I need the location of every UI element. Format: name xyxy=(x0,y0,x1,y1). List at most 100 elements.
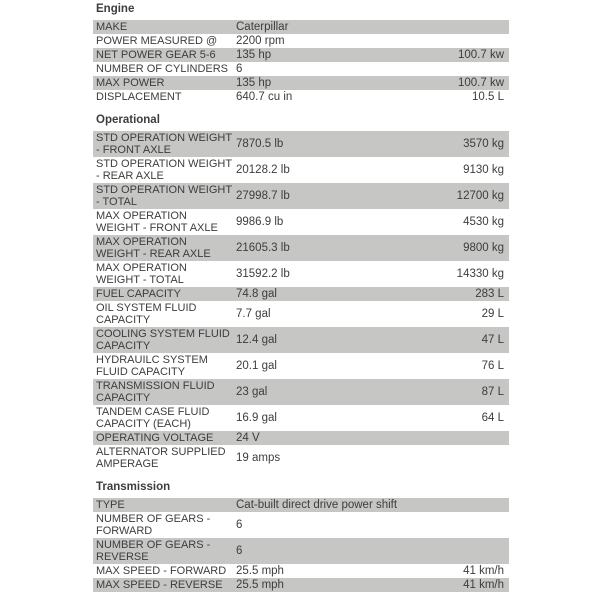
spec-row: NUMBER OF GEARS - FORWARD 6 xyxy=(93,512,509,538)
row-metric: 87 L xyxy=(481,385,504,398)
section-engine: Engine MAKE Caterpillar POWER MEASURED @ 220… xyxy=(93,3,509,104)
row-value: 23 gal xyxy=(236,385,268,398)
row-label: POWER MEASURED @ xyxy=(96,35,218,47)
row-value: 135 hp xyxy=(236,48,272,61)
row-metric: 4530 kg xyxy=(463,215,504,228)
row-label: NUMBER OF GEARS - FORWARD xyxy=(96,513,211,537)
spec-row: MAX SPEED - FORWARD 25.5 mph 41 km/h xyxy=(93,564,509,578)
row-label: TANDEM CASE FLUID CAPACITY (EACH) xyxy=(96,406,210,430)
row-value: 640.7 cu in xyxy=(236,90,293,103)
spec-row: MAX OPERATION WEIGHT - FRONT AXLE 9986.9 … xyxy=(93,209,509,235)
row-value: 9986.9 lb xyxy=(236,215,284,228)
row-metric: 3570 kg xyxy=(463,137,504,150)
row-metric: 9130 kg xyxy=(463,163,504,176)
row-value: 6 xyxy=(236,518,243,531)
row-value: Caterpillar xyxy=(236,20,289,33)
row-label: STD OPERATION WEIGHT - REAR AXLE xyxy=(96,158,232,182)
row-value: 12.4 gal xyxy=(236,333,277,346)
spec-row: DISPLACEMENT 640.7 cu in 10.5 L xyxy=(93,90,509,104)
row-metric: 100.7 kw xyxy=(457,48,504,61)
row-metric: 47 L xyxy=(481,333,504,346)
spec-row: OIL SYSTEM FLUID CAPACITY 7.7 gal 29 L xyxy=(93,301,509,327)
row-label: MAKE xyxy=(96,21,128,33)
row-metric: 29 L xyxy=(481,307,504,320)
row-metric: 41 km/h xyxy=(463,578,504,591)
section-operational: Operational STD OPERATION WEIGHT - FRONT … xyxy=(93,114,509,471)
row-label: MAX SPEED - REVERSE xyxy=(96,579,223,591)
spec-row: TANDEM CASE FLUID CAPACITY (EACH) 16.9 ga… xyxy=(93,405,509,431)
row-label: OIL SYSTEM FLUID CAPACITY xyxy=(96,302,197,326)
row-value: 7870.5 lb xyxy=(236,137,284,150)
spec-row: NET POWER GEAR 5-6 135 hp 100.7 kw xyxy=(93,48,509,62)
row-value: 21605.3 lb xyxy=(236,241,290,254)
spec-row: MAKE Caterpillar xyxy=(93,20,509,34)
spec-row: OPERATING VOLTAGE 24 V xyxy=(93,431,509,445)
spec-row: STD OPERATION WEIGHT - FRONT AXLE 7870.5 … xyxy=(93,131,509,157)
row-value: 74.8 gal xyxy=(236,287,277,300)
row-metric: 283 L xyxy=(475,287,504,300)
spec-table: Engine MAKE Caterpillar POWER MEASURED @ 220… xyxy=(93,3,509,592)
spec-row: STD OPERATION WEIGHT - REAR AXLE 20128.2 … xyxy=(93,157,509,183)
row-label: NUMBER OF CYLINDERS xyxy=(96,63,229,75)
section-title: Engine xyxy=(96,3,135,15)
row-metric: 64 L xyxy=(481,411,504,424)
spec-row: MAX OPERATION WEIGHT - REAR AXLE 21605.3 … xyxy=(93,235,509,261)
row-value: 19 amps xyxy=(236,451,281,464)
row-label: MAX OPERATION WEIGHT - REAR AXLE xyxy=(96,236,211,260)
row-value: 31592.2 lb xyxy=(236,267,290,280)
row-label: MAX OPERATION WEIGHT - TOTAL xyxy=(96,262,187,286)
spec-row: HYDRAUILC SYSTEM FLUID CAPACITY 20.1 gal 7… xyxy=(93,353,509,379)
row-label: DISPLACEMENT xyxy=(96,91,182,103)
row-value: 25.5 mph xyxy=(236,564,284,577)
row-value: 6 xyxy=(236,544,243,557)
row-metric: 9800 kg xyxy=(463,241,504,254)
row-value: 7.7 gal xyxy=(236,307,271,320)
row-value: 135 hp xyxy=(236,76,272,89)
spec-row: MAX SPEED - REVERSE 25.5 mph 41 km/h xyxy=(93,578,509,592)
row-label: MAX POWER xyxy=(96,77,165,89)
row-label: MAX SPEED - FORWARD xyxy=(96,565,227,577)
row-label: FUEL CAPACITY xyxy=(96,288,181,300)
spec-row: FUEL CAPACITY 74.8 gal 283 L xyxy=(93,287,509,301)
spec-row: NUMBER OF GEARS - REVERSE 6 xyxy=(93,538,509,564)
spec-row: TYPE Cat-built direct drive power shift xyxy=(93,498,509,512)
row-value: 25.5 mph xyxy=(236,578,284,591)
spec-row: COOLING SYSTEM FLUID CAPACITY 12.4 gal 47 … xyxy=(93,327,509,353)
row-value: 20.1 gal xyxy=(236,359,277,372)
spec-row: MAX OPERATION WEIGHT - TOTAL 31592.2 lb 14… xyxy=(93,261,509,287)
row-label: MAX OPERATION WEIGHT - FRONT AXLE xyxy=(96,210,218,234)
row-label: HYDRAUILC SYSTEM FLUID CAPACITY xyxy=(96,354,208,378)
row-label: STD OPERATION WEIGHT - FRONT AXLE xyxy=(96,132,232,156)
spec-row: NUMBER OF CYLINDERS 6 xyxy=(93,62,509,76)
row-value: 2200 rpm xyxy=(236,34,285,47)
spec-row: ALTERNATOR SUPPLIED AMPERAGE 19 amps xyxy=(93,445,509,471)
row-metric: 41 km/h xyxy=(463,564,504,577)
row-label: NET POWER GEAR 5-6 xyxy=(96,49,216,61)
row-value: Cat-built direct drive power shift xyxy=(236,498,398,511)
section-transmission: Transmission TYPE Cat-built direct drive p… xyxy=(93,481,509,592)
row-metric: 14330 kg xyxy=(456,267,504,280)
row-value: 24 V xyxy=(236,431,260,444)
row-label: ALTERNATOR SUPPLIED AMPERAGE xyxy=(96,446,226,470)
row-metric: 10.5 L xyxy=(472,90,504,103)
row-metric: 76 L xyxy=(481,359,504,372)
section-title: Transmission xyxy=(96,481,171,493)
row-value: 20128.2 lb xyxy=(236,163,290,176)
section-title: Operational xyxy=(96,114,160,126)
spec-row: STD OPERATION WEIGHT - TOTAL 27998.7 lb 12… xyxy=(93,183,509,209)
row-metric: 12700 kg xyxy=(456,189,504,202)
row-label: TRANSMISSION FLUID CAPACITY xyxy=(96,380,215,404)
row-label: COOLING SYSTEM FLUID CAPACITY xyxy=(96,328,230,352)
spec-row: TRANSMISSION FLUID CAPACITY 23 gal 87 L xyxy=(93,379,509,405)
row-label: NUMBER OF GEARS - REVERSE xyxy=(96,539,211,563)
spec-row: MAX POWER 135 hp 100.7 kw xyxy=(93,76,509,90)
row-label: OPERATING VOLTAGE xyxy=(96,432,214,444)
row-value: 27998.7 lb xyxy=(236,189,290,202)
row-label: TYPE xyxy=(96,499,125,511)
row-value: 6 xyxy=(236,62,243,75)
row-metric: 100.7 kw xyxy=(457,76,504,89)
row-label: STD OPERATION WEIGHT - TOTAL xyxy=(96,184,232,208)
spec-row: POWER MEASURED @ 2200 rpm xyxy=(93,34,509,48)
row-value: 16.9 gal xyxy=(236,411,277,424)
